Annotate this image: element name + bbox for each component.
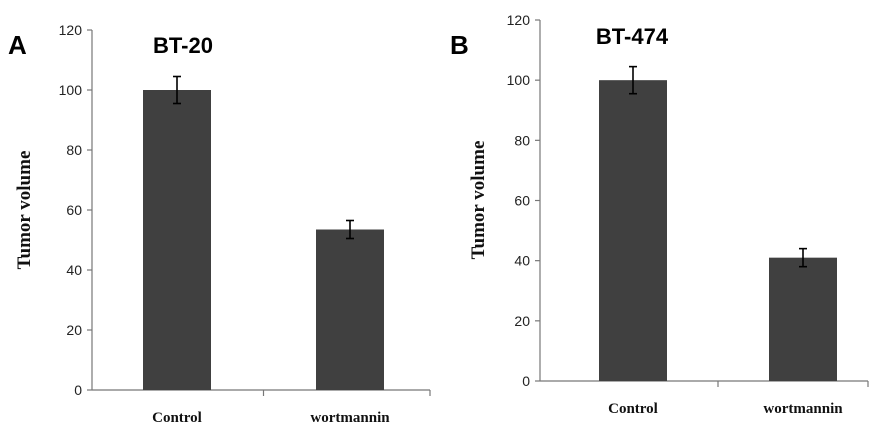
panel-a-y-tick-label: 20 xyxy=(66,322,82,338)
panel-a-category-label: Control xyxy=(152,410,202,426)
panel-b-y-tick-label: 80 xyxy=(514,132,530,148)
panel-b-category-label: wortmannin xyxy=(763,401,843,417)
panel-a-y-tick-label: 40 xyxy=(66,262,82,278)
panel-a-y-axis-title: Tumor volume xyxy=(14,151,35,270)
panel-a-y-tick-label: 120 xyxy=(59,22,83,38)
panel-a-bar-control xyxy=(143,90,211,390)
panel-b-category-label: Control xyxy=(608,401,658,417)
panel-a-title: BT-20 xyxy=(153,33,213,58)
panel-b-y-tick-label: 120 xyxy=(507,12,531,28)
panel-b-y-tick-label: 40 xyxy=(514,253,530,269)
panel-b-bar-control xyxy=(599,80,667,382)
panel-b-y-axis-title: Tumor volume xyxy=(468,141,489,260)
panel-a-y-tick-label: 80 xyxy=(66,142,82,158)
panel-a-letter: A xyxy=(8,30,27,60)
panel-b-letter: B xyxy=(450,30,469,60)
panel-b-y-tick-label: 20 xyxy=(514,313,530,329)
panel-a-y-tick-label: 100 xyxy=(59,82,83,98)
panel-b-y-tick-label: 0 xyxy=(522,373,530,389)
panel-a-category-label: wortmannin xyxy=(310,410,390,426)
panel-b-y-tick-label: 60 xyxy=(514,193,530,209)
panel-b-bar-wortmannin xyxy=(769,257,837,381)
panel-a-y-tick-label: 0 xyxy=(74,382,82,398)
panel-b-title: BT-474 xyxy=(596,24,669,49)
panel-b: B BT-474 Tumor volume 0 20 40 60 80 100 120 Con… xyxy=(450,12,869,417)
panel-a: A BT-20 Tumor volume 0 20 40 60 80 100 120 Cont… xyxy=(8,22,431,426)
panel-a-bar-wortmannin xyxy=(316,229,384,390)
panel-b-y-tick-label: 100 xyxy=(507,72,531,88)
panel-a-y-tick-label: 60 xyxy=(66,202,82,218)
